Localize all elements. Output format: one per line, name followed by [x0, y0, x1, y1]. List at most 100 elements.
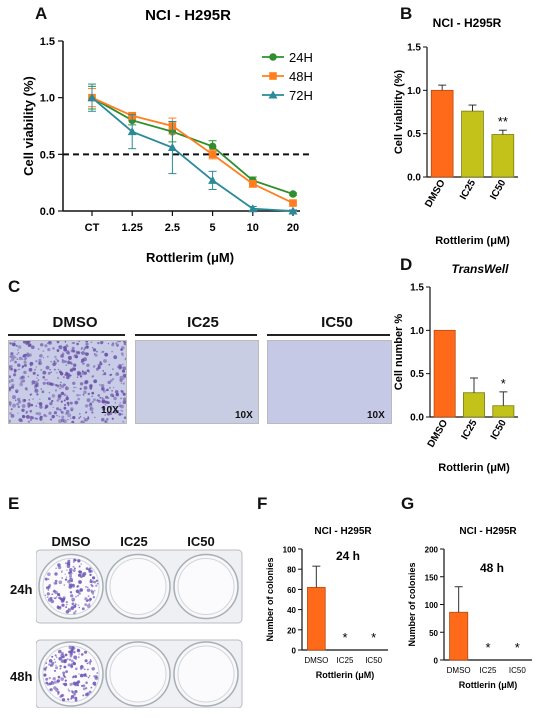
- stained-cell: [75, 386, 77, 389]
- stained-cell: [86, 363, 90, 367]
- y-tick-label: 1.0: [40, 93, 55, 105]
- colony: [66, 569, 68, 571]
- stained-cell: [21, 358, 24, 360]
- significance-marker: *: [485, 640, 490, 655]
- y-axis-label: Number of colonies: [265, 557, 275, 641]
- stained-cell: [28, 399, 31, 401]
- data-point-72H: [127, 127, 137, 136]
- colony: [51, 661, 55, 665]
- stained-cell: [79, 387, 82, 390]
- colony: [92, 593, 94, 595]
- stained-cell: [16, 402, 20, 406]
- stained-cell: [66, 351, 71, 355]
- colony: [87, 668, 89, 671]
- stained-cell: [86, 398, 91, 403]
- colony: [55, 567, 57, 569]
- stained-cell: [72, 416, 76, 420]
- stained-cell: [85, 352, 89, 357]
- stained-cell: [117, 365, 120, 369]
- colony: [82, 687, 86, 691]
- panel-letter-c: C: [8, 277, 21, 296]
- stained-cell: [123, 341, 126, 346]
- stained-cell: [9, 365, 11, 369]
- stained-cell: [123, 397, 126, 401]
- stained-cell: [17, 352, 20, 354]
- stained-cell: [88, 371, 90, 373]
- stained-cell: [60, 410, 63, 413]
- stained-cell: [85, 345, 89, 349]
- stained-cell: [67, 355, 72, 360]
- stained-cell: [39, 417, 43, 421]
- series-line-72H: [91, 96, 294, 212]
- stained-cell: [92, 375, 95, 378]
- colony: [78, 653, 80, 655]
- stained-cell: [118, 404, 122, 408]
- colony: [61, 651, 64, 655]
- stained-cell: [43, 357, 45, 359]
- stained-cell: [108, 363, 111, 366]
- stained-cell: [70, 374, 72, 377]
- stained-cell: [30, 419, 32, 421]
- colony: [72, 569, 76, 572]
- stained-cell: [59, 408, 62, 411]
- stained-cell: [71, 346, 75, 350]
- colony: [71, 659, 74, 663]
- image-title-ic25: IC25: [187, 314, 219, 331]
- time-label: 24 h: [336, 549, 360, 563]
- stained-cell: [69, 401, 73, 405]
- x-tick-label: IC50: [509, 666, 526, 675]
- colony: [96, 582, 99, 585]
- stained-cell: [60, 354, 64, 358]
- colony: [54, 580, 57, 582]
- colony: [55, 666, 58, 670]
- panel-letter-d: D: [400, 255, 413, 274]
- y-tick-label: 50: [429, 629, 438, 638]
- stained-cell: [11, 355, 16, 359]
- colony: [43, 673, 47, 677]
- stained-cell: [102, 350, 105, 353]
- colony: [46, 586, 50, 590]
- stained-cell: [17, 345, 22, 349]
- stained-cell: [48, 397, 51, 401]
- data-point-24H: [208, 142, 217, 151]
- stained-cell: [122, 354, 124, 357]
- stained-cell: [108, 406, 111, 408]
- stained-cell: [114, 402, 117, 404]
- stained-cell: [47, 341, 52, 345]
- bar-DMSO: [449, 611, 469, 661]
- colony: [72, 675, 75, 677]
- stained-cell: [70, 349, 74, 353]
- colony: [75, 559, 77, 562]
- stained-cell: [104, 421, 107, 423]
- transwell-image-ic25: [135, 340, 259, 424]
- stained-cell: [17, 349, 19, 351]
- stained-cell: [91, 411, 94, 414]
- stained-cell: [37, 412, 42, 416]
- colony: [51, 681, 55, 685]
- stained-cell: [37, 379, 39, 382]
- stained-cell: [59, 372, 64, 376]
- stained-cell: [64, 360, 67, 363]
- colony: [75, 659, 77, 661]
- stained-cell: [45, 415, 48, 417]
- stained-cell: [85, 341, 89, 343]
- stained-cell: [34, 417, 37, 420]
- stained-cell: [81, 371, 85, 376]
- stained-cell: [39, 405, 43, 409]
- colony: [49, 688, 53, 692]
- data-point-72H: [208, 175, 218, 184]
- stained-cell: [66, 345, 69, 348]
- stained-cell: [17, 397, 21, 402]
- stained-cell: [79, 375, 83, 378]
- stained-cell: [96, 399, 99, 402]
- data-point-48H: [289, 199, 297, 207]
- colony: [48, 676, 51, 680]
- stained-cell: [64, 384, 66, 386]
- stained-cell: [122, 367, 124, 369]
- colony: [54, 597, 57, 600]
- y-axis-label: Cell number %: [393, 314, 405, 391]
- y-tick-label: 100: [283, 546, 297, 555]
- stained-cell: [30, 403, 33, 407]
- colony: [76, 585, 79, 588]
- stained-cell: [79, 415, 82, 418]
